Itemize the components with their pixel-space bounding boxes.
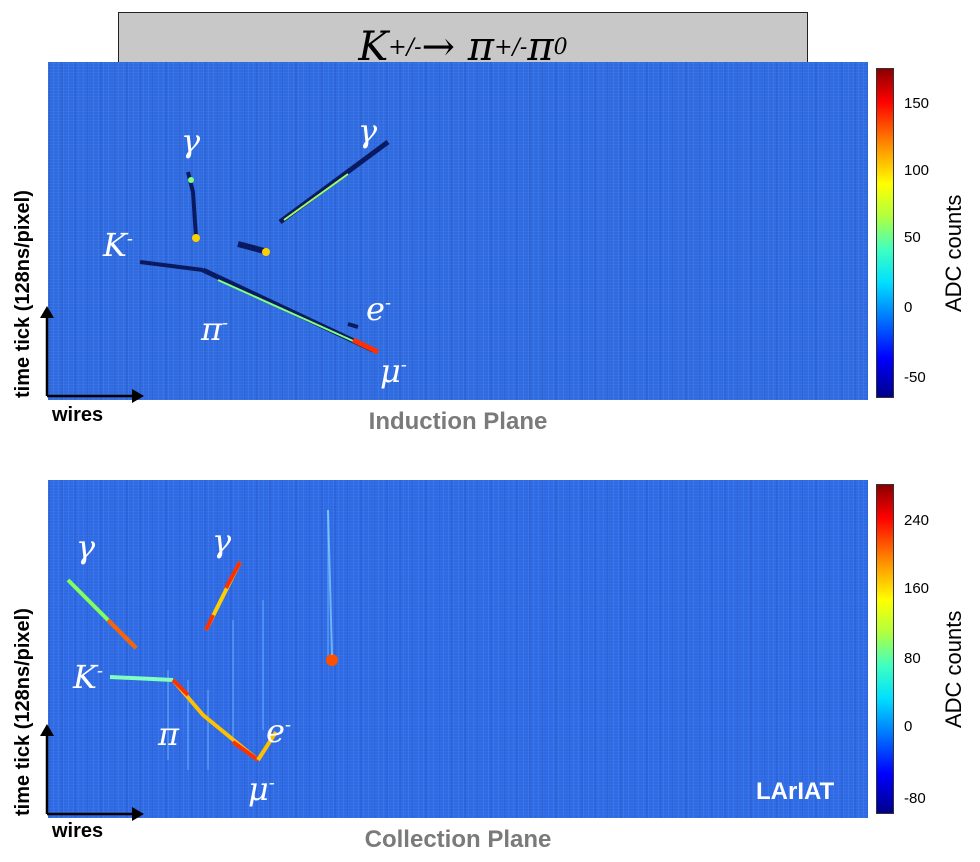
induction-muon-text: μ [380, 352, 401, 390]
induction-axis-arrows [40, 306, 144, 403]
induction-kaon-sup: - [126, 228, 133, 250]
collection-kaon-label: K- [73, 658, 103, 696]
collection-tracks [66, 509, 338, 770]
collection-tick-80: 80 [904, 650, 921, 667]
induction-tick-150: 150 [904, 95, 930, 112]
collection-muon-sup: - [268, 772, 275, 794]
collection-gamma2-label: γ [212, 522, 232, 560]
induction-tracks [139, 139, 390, 355]
induction-pion-text: π [201, 310, 223, 348]
collection-plane-label: Collection Plane [364, 826, 552, 853]
induction-colorbar-title: ADC counts [941, 194, 966, 312]
induction-tick-50: 50 [904, 229, 921, 246]
induction-y-axis-label: time tick (128ns/pixel) [12, 190, 34, 398]
collection-tick-0: 0 [904, 718, 913, 735]
induction-colorbar [876, 68, 894, 398]
collection-tick-240: 240 [904, 512, 930, 529]
lariat-label: LArIAT [756, 778, 835, 805]
induction-electron-sup: - [384, 292, 392, 314]
collection-electron-sup: - [284, 714, 292, 736]
collection-kaon-text: K [73, 658, 97, 696]
collection-tick-neg80: -80 [904, 790, 926, 807]
collection-axis-arrows [40, 724, 144, 821]
collection-gamma1-label: γ [76, 528, 96, 566]
induction-gamma1-label: γ [181, 122, 201, 160]
collection-kaon-sup: - [96, 660, 103, 682]
collection-y-axis-label: time tick (128ns/pixel) [12, 608, 34, 816]
collection-colorbar [876, 484, 894, 814]
collection-pion-label: π [158, 715, 180, 753]
induction-muon-sup: - [400, 354, 407, 376]
collection-colorbar-title: ADC counts [941, 610, 966, 728]
collection-tick-160: 160 [904, 580, 930, 597]
noise-texture [48, 62, 868, 400]
induction-x-axis-label: wires [52, 404, 104, 426]
collection-muon-label: μ- [248, 770, 275, 808]
induction-tick-100: 100 [904, 162, 930, 179]
title-sup1: +/- [388, 34, 422, 60]
noise-texture [48, 480, 868, 818]
collection-x-axis-label: wires [52, 820, 104, 842]
title-sup3: 0 [553, 34, 568, 60]
collection-electron-text: e [266, 712, 285, 750]
collection-muon-text: μ [248, 770, 269, 808]
induction-electron-text: e [366, 290, 385, 328]
title-sup2: +/- [494, 34, 528, 60]
induction-electron-label: e- [366, 290, 391, 328]
collection-event-display: γ γ K- π e- μ- LArIAT [48, 480, 868, 818]
induction-muon-label: μ- [380, 352, 407, 390]
induction-tick-neg50: -50 [904, 369, 926, 386]
induction-gamma2-label: γ [358, 112, 378, 150]
induction-plane-label: Induction Plane [368, 408, 548, 435]
induction-event-display: γ γ K- π- e- μ- [48, 62, 868, 400]
induction-kaon-label: K- [103, 226, 133, 264]
induction-pion-label: π- [201, 310, 228, 348]
induction-pion-sup: - [222, 312, 229, 334]
collection-electron-label: e- [266, 712, 291, 750]
induction-tick-0: 0 [904, 299, 913, 316]
induction-kaon-text: K [103, 226, 127, 264]
